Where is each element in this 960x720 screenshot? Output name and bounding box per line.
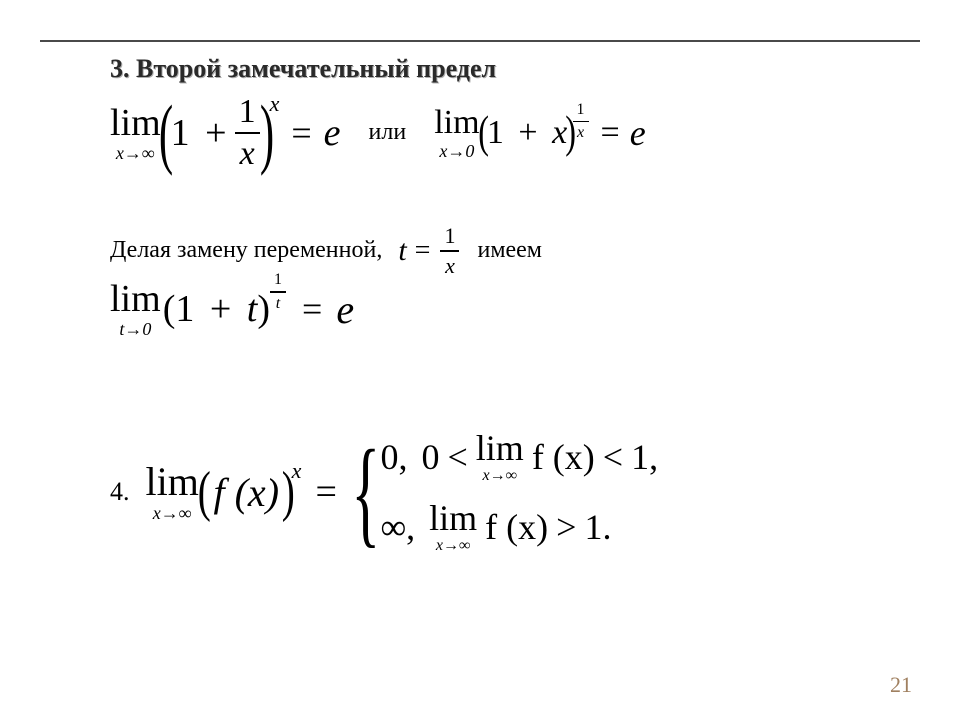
lim-word: lim — [429, 500, 477, 536]
denominator: x — [441, 255, 459, 277]
fx: f (x) — [532, 436, 595, 478]
lt-sign: < — [447, 436, 467, 478]
lim-word: lim — [476, 430, 524, 466]
lim-sub: x→0 — [439, 142, 474, 160]
dot: . — [602, 506, 611, 548]
denominator: t — [272, 296, 284, 312]
digit-one: 1 — [487, 114, 504, 151]
const-e: e — [630, 112, 646, 154]
equation-row-4: 4. lim x→∞ ( f (x) ) x = { 0 , 0 < lim x… — [110, 430, 658, 554]
digit-one: 1 — [171, 112, 190, 154]
lim-block: lim t→0 — [110, 280, 161, 338]
lt-sign: < — [603, 436, 623, 478]
fraction-1-over-x: 1 x — [235, 95, 260, 171]
left-brace: { — [351, 444, 380, 540]
fraction-bar — [235, 132, 260, 134]
open-paren: ( — [478, 114, 489, 151]
equals-sign: = — [601, 114, 620, 152]
close-paren: ) — [282, 470, 295, 515]
lim-block: lim x→∞ — [146, 462, 199, 522]
fraction-1-over-x: 1 x — [440, 225, 459, 277]
lim-sub: x→∞ — [116, 144, 155, 162]
digit-one: 1 — [631, 436, 649, 478]
var-t: t — [247, 288, 258, 330]
horizontal-rule — [40, 40, 920, 42]
lim-sub: x→∞ — [483, 468, 518, 484]
close-paren: ) — [257, 287, 270, 331]
lim-block: lim x→∞ — [429, 500, 477, 554]
have-word: имеем — [477, 237, 542, 264]
close-paren: ) — [259, 104, 273, 163]
equals-sign: = — [315, 470, 336, 514]
lim-block: lim x→∞ — [476, 430, 524, 484]
comma: , — [398, 436, 407, 478]
equation-row-1: lim x→∞ ( 1 + 1 x ) x = e или lim x→0 — [110, 95, 930, 171]
var-t: t — [398, 234, 406, 268]
lim-block: lim x→∞ — [110, 104, 161, 162]
open-paren: ( — [198, 470, 211, 515]
digit-zero: 0 — [380, 436, 398, 478]
limit-expr-2: lim x→0 ( 1 + x ) 1 x = e — [434, 106, 645, 160]
digit-one: 1 — [584, 506, 602, 548]
lim-word: lim — [434, 106, 479, 140]
digit-zero: 0 — [421, 436, 439, 478]
item-4-label: 4. — [110, 477, 130, 507]
page-number: 21 — [890, 672, 912, 698]
fraction-bar — [270, 291, 286, 293]
lim-sub: t→0 — [119, 320, 151, 338]
infinity: ∞ — [380, 506, 406, 548]
lim-word: lim — [110, 104, 161, 142]
or-word: или — [369, 119, 407, 146]
substitution-row: Делая замену переменной, t = 1 x имеем — [110, 225, 930, 277]
numerator: 1 — [270, 272, 286, 288]
slide-page: 3. Второй замечательный предел lim x→∞ (… — [0, 0, 960, 720]
fraction-bar — [440, 250, 459, 252]
limit-expr-1: lim x→∞ ( 1 + 1 x ) x = e — [110, 95, 341, 171]
exponent-1-over-t: 1 t — [270, 272, 286, 312]
numerator: 1 — [235, 95, 260, 129]
denominator: x — [236, 137, 259, 171]
lim-block: lim x→0 — [434, 106, 479, 160]
case-line-2: ∞ , lim x→∞ f (x) > 1 . — [380, 500, 658, 554]
digit-one: 1 — [175, 288, 194, 330]
lim-word: lim — [146, 462, 199, 502]
equals-sign: = — [302, 288, 322, 330]
const-e: e — [324, 111, 341, 155]
lim-sub: x→∞ — [436, 538, 471, 554]
fx: f (x) — [214, 469, 280, 516]
lim-sub: x→∞ — [153, 504, 192, 522]
limit-expr-4-lhs: lim x→∞ ( f (x) ) x = — [146, 462, 351, 522]
substitution-expr: t = 1 x — [398, 225, 461, 277]
equals-sign: = — [291, 112, 311, 154]
gt-sign: > — [556, 506, 576, 548]
numerator: 1 — [440, 225, 459, 247]
fx: f (x) — [485, 506, 548, 548]
plus-sign: + — [210, 288, 231, 330]
plus-sign: + — [518, 114, 537, 151]
open-paren: ( — [163, 287, 176, 331]
comma: , — [406, 506, 415, 548]
close-paren: ) — [565, 114, 576, 151]
equation-row-3: lim t→0 ( 1 + t ) 1 t = e — [110, 280, 354, 338]
lim-word: lim — [110, 280, 161, 318]
case-line-1: 0 , 0 < lim x→∞ f (x) < 1 , — [380, 430, 658, 484]
open-paren: ( — [159, 104, 173, 163]
limit-expr-3: lim t→0 ( 1 + t ) 1 t = e — [110, 280, 354, 338]
const-e: e — [336, 286, 354, 333]
section-title: 3. Второй замечательный предел — [110, 54, 496, 84]
substitution-text: Делая замену переменной, — [110, 237, 382, 264]
plus-sign: + — [205, 112, 226, 154]
comma: , — [649, 436, 658, 478]
equals-sign: = — [415, 235, 431, 267]
cases-block: 0 , 0 < lim x→∞ f (x) < 1 , ∞ , lim — [380, 430, 658, 554]
